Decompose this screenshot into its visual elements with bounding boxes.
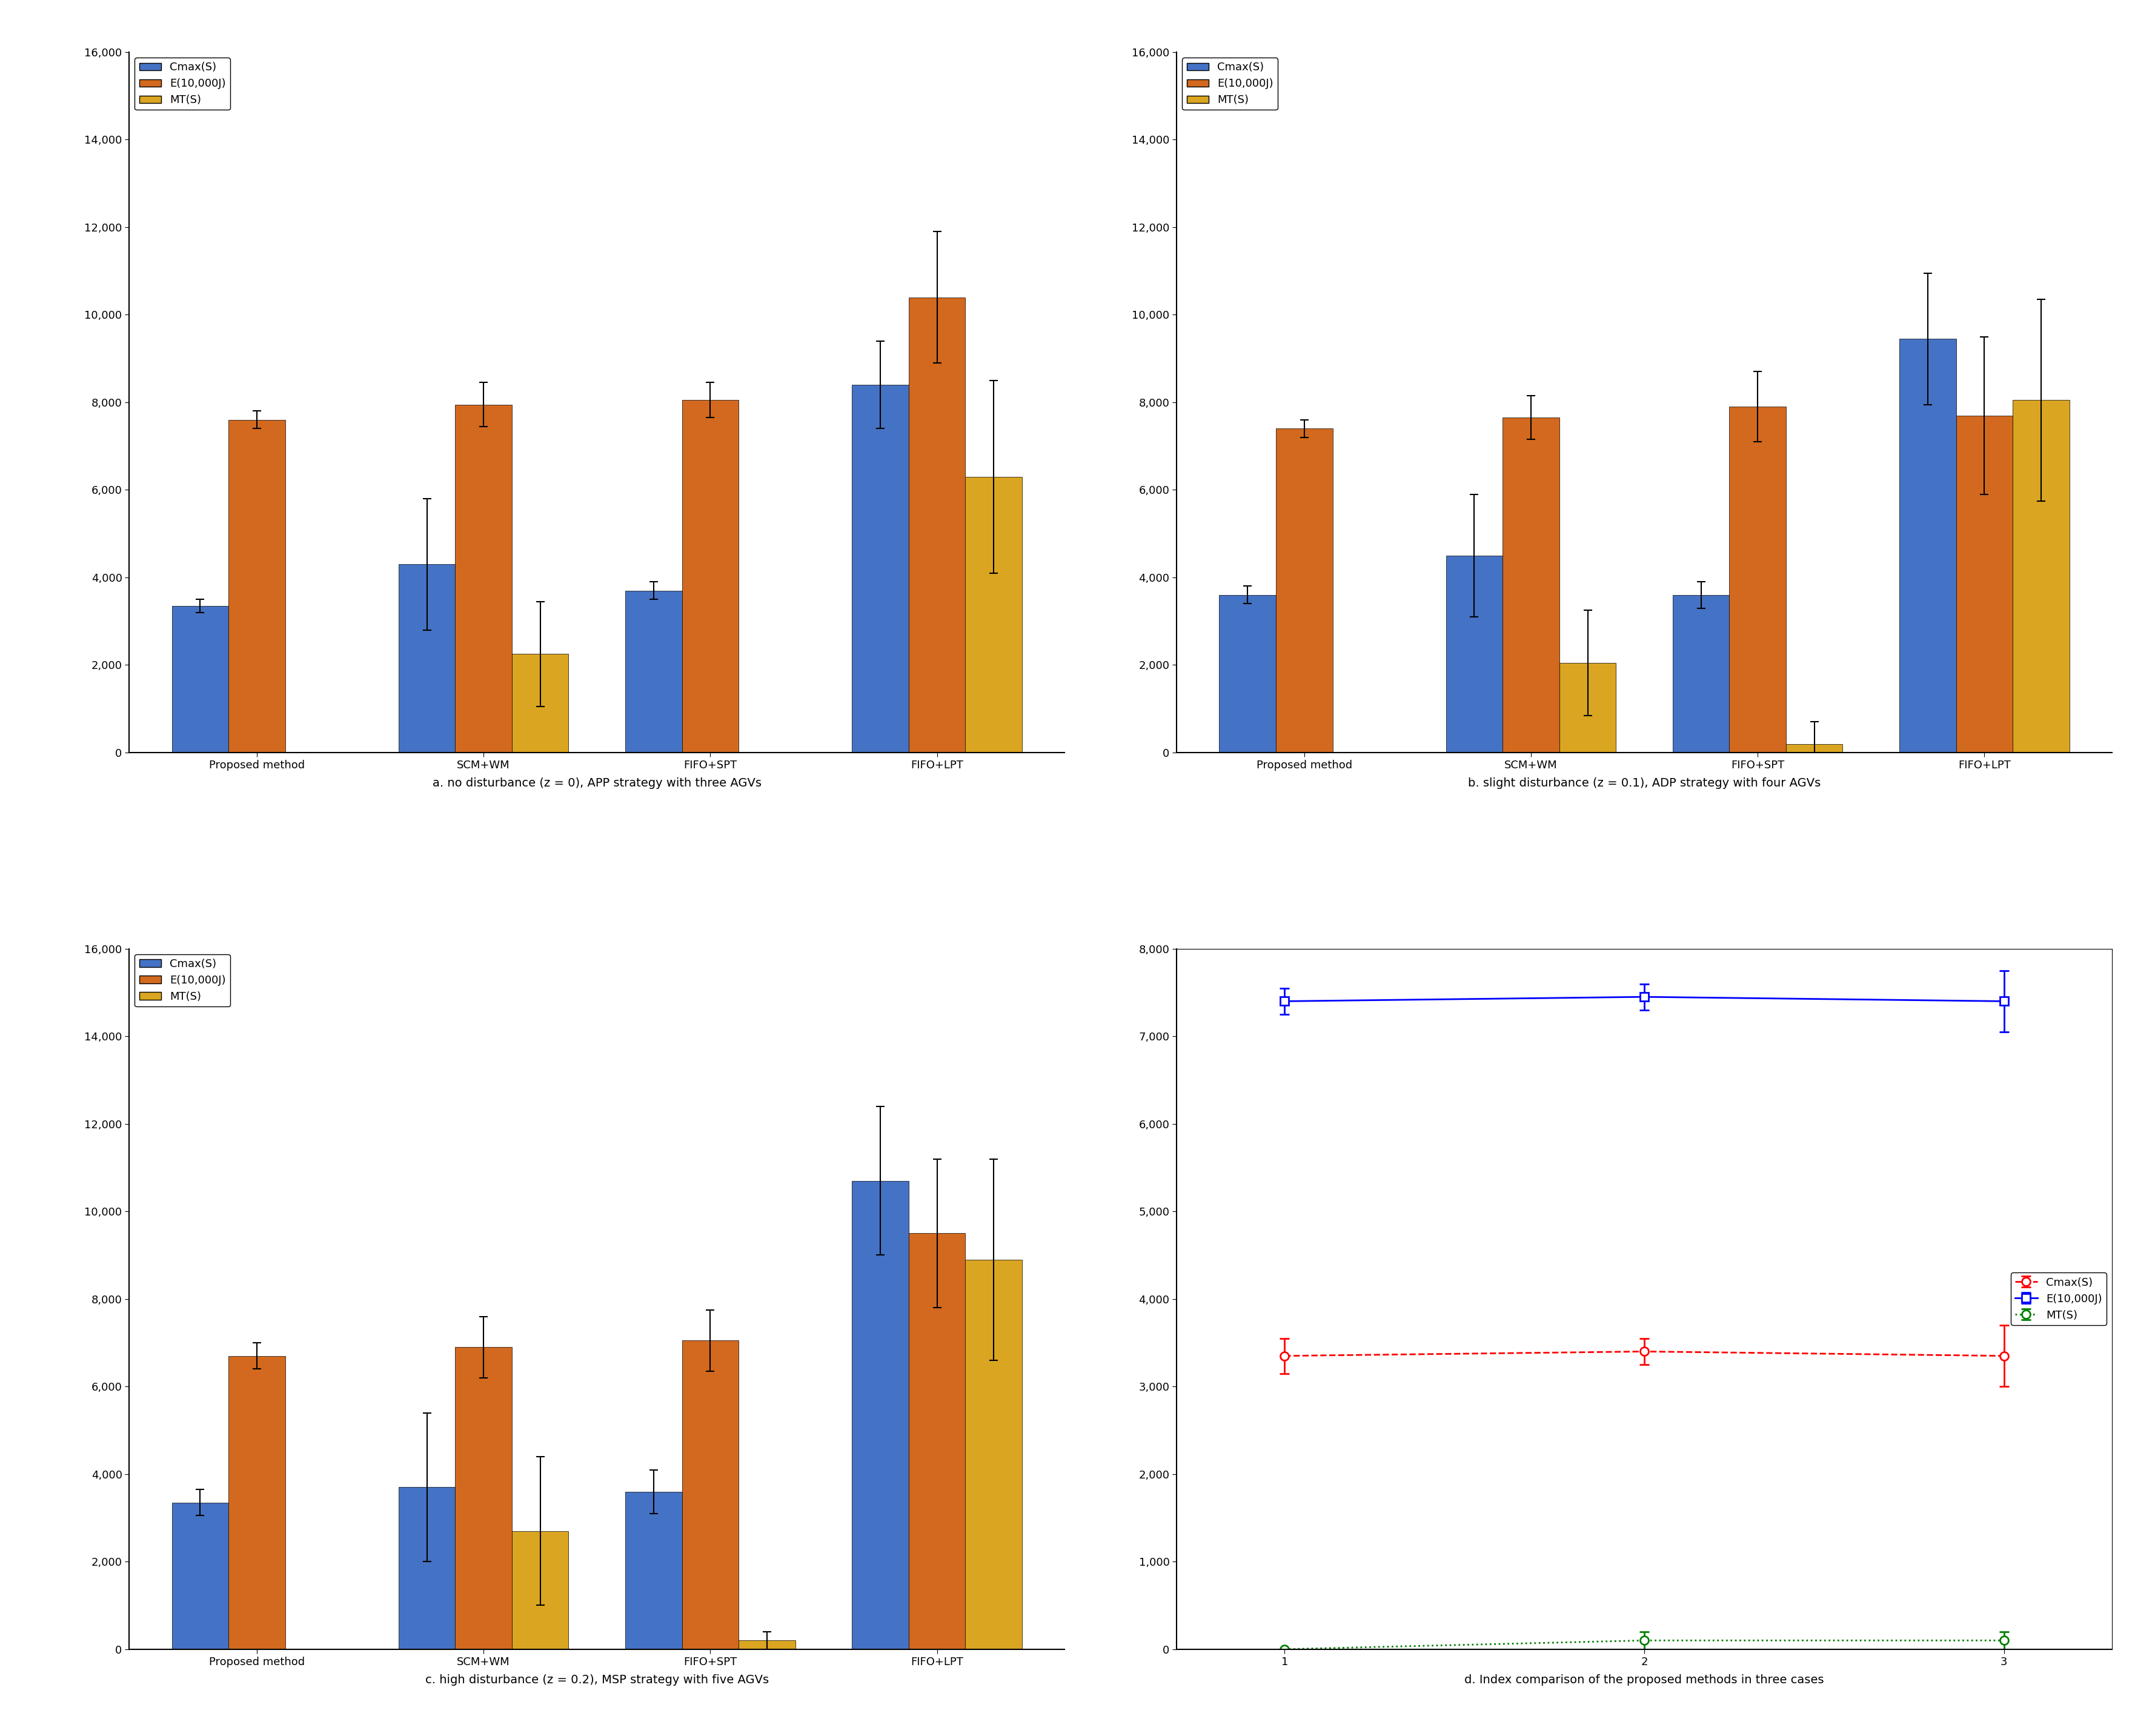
Bar: [1899, 339, 1957, 753]
Legend: Cmax(S), E(10,000J), MT(S): Cmax(S), E(10,000J), MT(S): [136, 955, 231, 1007]
Bar: [851, 385, 909, 753]
Bar: [399, 1488, 455, 1649]
Bar: [1728, 406, 1786, 753]
Bar: [909, 1233, 965, 1649]
Legend: Cmax(S), E(10,000J), MT(S): Cmax(S), E(10,000J), MT(S): [1183, 57, 1278, 109]
Bar: [1957, 415, 2013, 753]
Bar: [625, 590, 681, 753]
Legend: Cmax(S), E(10,000J), MT(S): Cmax(S), E(10,000J), MT(S): [2011, 1272, 2105, 1325]
Bar: [1220, 595, 1276, 753]
Bar: [1502, 418, 1560, 753]
Bar: [1446, 556, 1502, 753]
Bar: [851, 1180, 909, 1649]
X-axis label: d. Index comparison of the proposed methods in three cases: d. Index comparison of the proposed meth…: [1465, 1674, 1823, 1686]
Bar: [965, 477, 1021, 753]
Bar: [1786, 743, 1843, 753]
Bar: [909, 297, 965, 753]
Bar: [1276, 429, 1332, 753]
Bar: [228, 420, 284, 753]
Bar: [625, 1491, 681, 1649]
Bar: [513, 1531, 569, 1649]
Bar: [455, 1347, 513, 1649]
Bar: [2013, 399, 2069, 753]
Bar: [965, 1260, 1021, 1649]
Bar: [513, 654, 569, 753]
X-axis label: a. no disturbance (z = 0), APP strategy with three AGVs: a. no disturbance (z = 0), APP strategy …: [433, 778, 761, 788]
Bar: [681, 399, 739, 753]
X-axis label: c. high disturbance (z = 0.2), MSP strategy with five AGVs: c. high disturbance (z = 0.2), MSP strat…: [425, 1674, 769, 1686]
Legend: Cmax(S), E(10,000J), MT(S): Cmax(S), E(10,000J), MT(S): [136, 57, 231, 109]
Bar: [739, 1641, 795, 1649]
Bar: [228, 1356, 284, 1649]
Bar: [1560, 663, 1616, 753]
X-axis label: b. slight disturbance (z = 0.1), ADP strategy with four AGVs: b. slight disturbance (z = 0.1), ADP str…: [1468, 778, 1821, 788]
Bar: [172, 606, 228, 753]
Bar: [399, 564, 455, 753]
Bar: [455, 404, 513, 753]
Bar: [1672, 595, 1728, 753]
Bar: [681, 1340, 739, 1649]
Bar: [172, 1503, 228, 1649]
